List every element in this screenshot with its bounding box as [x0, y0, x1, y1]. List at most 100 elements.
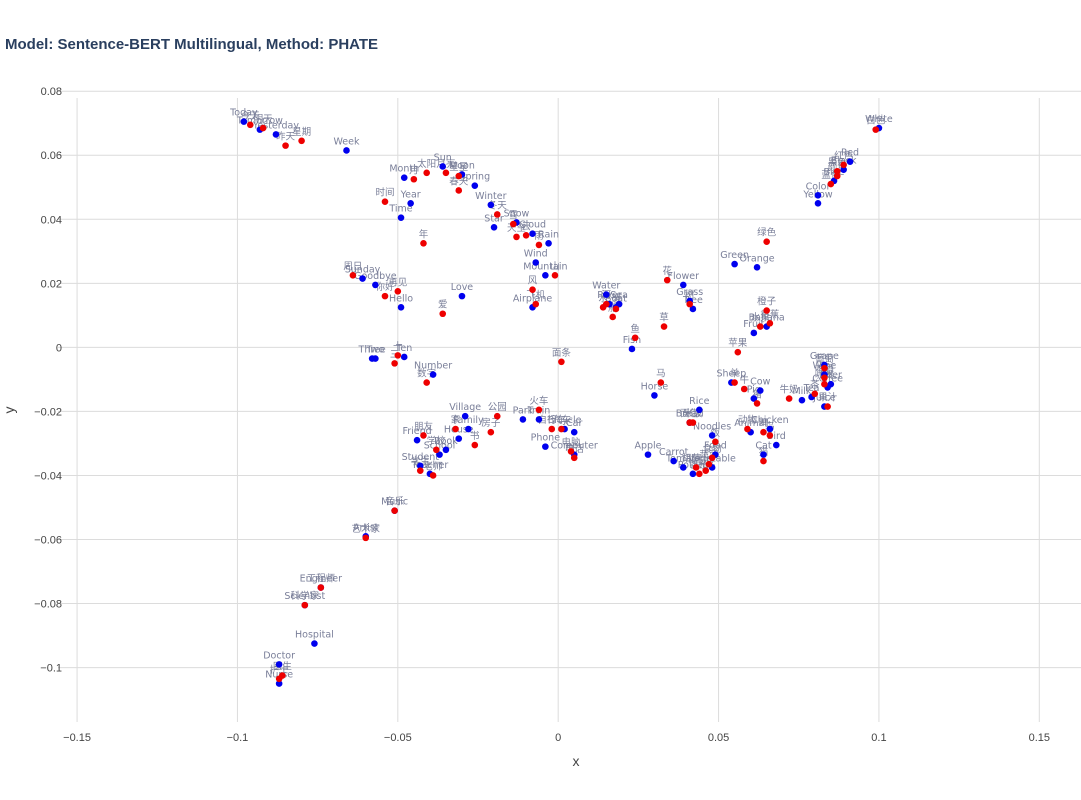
point-label: Coffee	[812, 373, 843, 384]
point-label: 山	[550, 261, 560, 272]
point-label: 春天	[449, 175, 469, 187]
point-label: Cow	[750, 377, 770, 388]
data-point	[359, 275, 366, 282]
point-label: Hello	[389, 293, 413, 304]
data-point	[766, 432, 774, 439]
point-label: 面条	[552, 347, 572, 359]
data-point	[670, 457, 677, 465]
point-label: Moon	[449, 160, 475, 171]
point-label: Park	[513, 405, 534, 416]
point-label: Horse	[641, 381, 669, 392]
data-point	[259, 124, 267, 132]
data-point	[763, 238, 770, 245]
data-point	[423, 169, 430, 177]
point-label: Bread	[676, 409, 704, 420]
data-point	[545, 239, 552, 247]
point-label: Week	[333, 136, 360, 147]
data-point	[487, 428, 495, 436]
data-point	[827, 380, 835, 388]
data-point	[628, 345, 636, 353]
point-label: 橙子	[757, 296, 777, 308]
y-tick-label: 0.04	[41, 214, 62, 226]
data-point	[756, 387, 764, 394]
data-point	[275, 675, 283, 683]
point-label: Cat	[755, 441, 771, 452]
y-tick-label: 0.08	[41, 86, 62, 98]
point-label: 花	[662, 265, 672, 277]
point-label: Year	[400, 189, 421, 200]
point-label: 果汁	[818, 392, 838, 404]
point-label: Pig	[747, 385, 761, 396]
point-label: Red	[841, 148, 859, 159]
point-label: Mountain	[523, 261, 567, 272]
data-point	[429, 371, 437, 378]
data-point	[458, 292, 466, 300]
point-label: 羊	[730, 368, 740, 380]
data-point	[824, 403, 831, 410]
point-label: 水果	[751, 312, 771, 324]
data-point	[603, 300, 610, 308]
data-point	[275, 680, 283, 687]
data-point	[529, 286, 536, 294]
point-label: Apple	[634, 441, 661, 452]
point-label: 猪	[752, 388, 762, 400]
data-point	[400, 174, 408, 181]
point-label: Month	[389, 164, 419, 175]
point-label: Hospital	[295, 630, 334, 641]
point-label: 明天	[254, 114, 274, 125]
data-point	[240, 118, 248, 125]
point-label: Grass	[676, 287, 703, 298]
point-label: Carrot	[659, 447, 689, 458]
data-point	[343, 147, 350, 154]
x-tick-label: −0.05	[384, 732, 412, 744]
y-tick-labels: 0.08 0.06 0.04 0.02 0 −0.02 −0.04 −0.06 −0.08 −0.…	[34, 86, 62, 674]
point-label: 水	[598, 292, 608, 304]
point-label: Chicken	[751, 415, 789, 426]
point-label: River	[597, 290, 622, 301]
point-label: 科学家	[291, 590, 320, 602]
point-label: 鱼	[630, 323, 640, 335]
data-point	[542, 443, 549, 450]
data-point	[298, 137, 305, 145]
data-point	[381, 292, 389, 300]
data-point	[452, 425, 459, 433]
x-tick-label: 0.15	[1029, 732, 1050, 744]
point-label: 草	[659, 312, 669, 324]
point-label: 学生	[411, 456, 431, 468]
data-point	[455, 172, 463, 180]
point-label: Artist	[353, 522, 379, 533]
point-label: Music	[381, 497, 408, 508]
point-label: 昨天	[276, 131, 296, 143]
data-point	[493, 412, 501, 420]
point-label: Goodbye	[354, 271, 397, 282]
data-point	[689, 470, 697, 478]
data-point	[821, 374, 828, 382]
point-label: 白色	[866, 115, 886, 127]
point-label: 家	[451, 414, 461, 426]
data-point	[471, 441, 479, 449]
x-tick-labels: −0.15 −0.1 −0.05 0 0.05 0.1 0.15	[63, 732, 1050, 744]
point-label: 周日	[343, 261, 362, 272]
data-point	[644, 451, 652, 458]
point-label: Family	[453, 415, 484, 426]
data-point	[442, 169, 450, 177]
point-label: Sun	[434, 152, 452, 163]
y-tick-label: −0.04	[34, 470, 62, 482]
data-point	[660, 323, 668, 330]
point-label: Book	[434, 436, 458, 447]
data-point	[487, 201, 495, 209]
data-point	[397, 214, 405, 221]
y-tick-label: 0	[56, 342, 62, 354]
point-label: Village	[449, 402, 481, 413]
x-tick-label: −0.1	[227, 732, 249, 744]
point-label: 飞机	[526, 289, 546, 301]
data-point	[535, 406, 543, 414]
point-label: Animal	[734, 418, 767, 429]
data-point	[785, 395, 793, 402]
x-axis-title: x	[573, 753, 580, 769]
data-point	[570, 428, 578, 436]
x-tick-label: 0.05	[708, 732, 729, 744]
point-label: Yesterday	[252, 120, 299, 131]
data-point	[551, 272, 559, 279]
point-label: 星星	[449, 162, 468, 173]
